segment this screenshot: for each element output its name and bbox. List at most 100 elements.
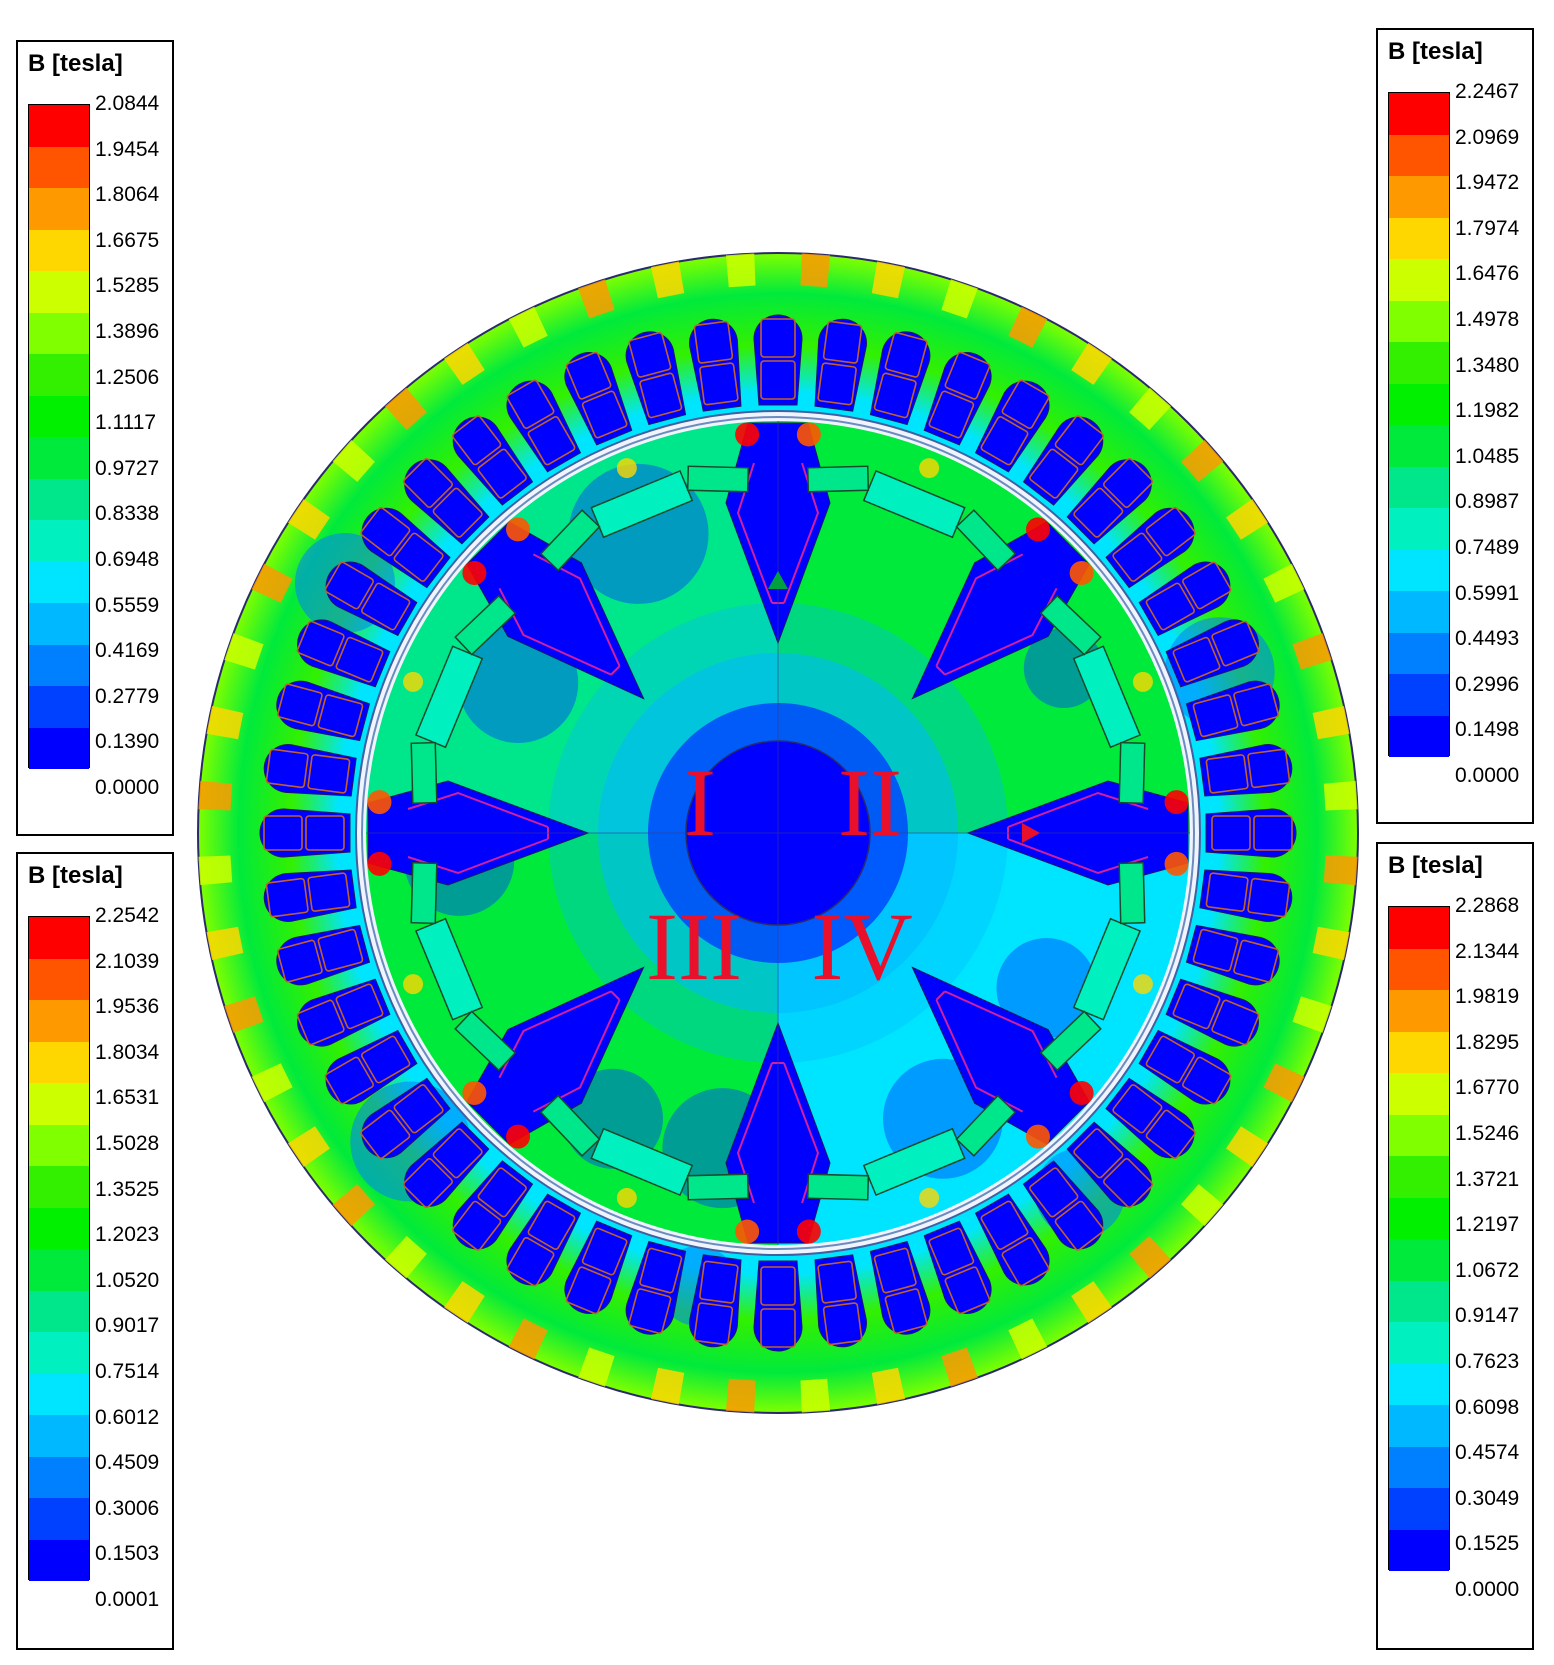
tick-label: 0.8987 — [1455, 490, 1520, 514]
color-band — [1389, 549, 1449, 591]
tick-label: 0.4509 — [95, 1451, 160, 1475]
stator-slot — [1165, 978, 1260, 1047]
stator-slot — [263, 869, 357, 922]
color-band — [1389, 1280, 1449, 1322]
tick-label: 1.8034 — [95, 1040, 160, 1064]
yoke-hotspot — [725, 253, 756, 288]
saturation-spot — [1025, 517, 1050, 542]
saturation-spot — [919, 458, 940, 479]
yoke-hotspot — [198, 855, 233, 886]
stator-slot — [625, 1240, 687, 1335]
tick-label: 0.0001 — [95, 1588, 160, 1611]
color-band — [1389, 715, 1449, 757]
tick-label: 1.9454 — [95, 137, 160, 161]
coil-conductor — [699, 362, 739, 406]
color-band — [1389, 1322, 1449, 1364]
tick-label: 1.6770 — [1455, 1076, 1520, 1100]
yoke-hotspot — [1071, 343, 1112, 385]
stator-slot — [1199, 744, 1293, 797]
stator-slot — [974, 1193, 1050, 1287]
coil-conductor — [1145, 582, 1195, 631]
stator-slot — [402, 457, 490, 545]
color-band — [29, 603, 89, 645]
legend-top-right: B [tesla] 2.2467 2.0969 1.9472 1.7974 1.6476… — [1376, 28, 1534, 824]
yoke-hotspot — [1008, 1318, 1048, 1360]
coil-conductor — [296, 620, 345, 667]
tick-label: 1.0672 — [1455, 1258, 1520, 1282]
coil-conductor — [1145, 1035, 1195, 1084]
tick-label: 0.4493 — [1455, 627, 1520, 651]
color-band — [29, 437, 89, 479]
yoke-hotspot — [206, 926, 244, 961]
tick-label: 0.1390 — [95, 730, 160, 754]
saturation-spot — [462, 561, 487, 586]
coil-conductor — [1103, 1158, 1154, 1209]
color-band — [29, 1041, 89, 1083]
magnet-group — [1039, 851, 1189, 1105]
yoke-hotspot — [578, 279, 615, 319]
color-band — [29, 686, 89, 728]
stator-slot — [1199, 869, 1293, 922]
tick-label: 0.2996 — [1455, 672, 1520, 696]
color-band — [29, 1290, 89, 1332]
color-band — [1389, 1073, 1449, 1115]
saturation-spot — [796, 1219, 821, 1244]
tick-label: 0.1498 — [1455, 718, 1520, 742]
color-band — [1389, 134, 1449, 176]
coil-conductor — [760, 318, 796, 358]
tick-label: 0.5991 — [1455, 581, 1520, 605]
color-band — [29, 105, 89, 147]
coil-conductor — [360, 507, 411, 557]
stator-slot — [259, 808, 351, 858]
tick-label: 0.6948 — [95, 548, 160, 571]
tick-label: 1.9472 — [1455, 171, 1520, 195]
yoke-hotspot — [206, 705, 244, 740]
magnet-block — [1039, 1010, 1102, 1072]
saturation-spot — [1164, 851, 1189, 876]
magnet-group — [506, 422, 760, 572]
saturation-spot — [616, 1187, 637, 1208]
color-band — [1389, 1114, 1449, 1156]
tick-label: 1.4978 — [1455, 308, 1520, 331]
yoke-hotspot — [224, 633, 264, 670]
color-band — [29, 1415, 89, 1457]
slot-body — [1022, 416, 1104, 506]
coil-conductor — [1073, 487, 1124, 538]
saturation-spot — [1069, 561, 1094, 586]
coil-conductor — [639, 372, 683, 419]
coil-conductor — [1247, 748, 1291, 789]
probe-marker-red — [1022, 823, 1040, 843]
color-band — [29, 917, 89, 959]
yoke-hotspot — [1263, 1063, 1305, 1103]
slot-body — [506, 1193, 582, 1286]
coil-conductor — [393, 1084, 444, 1134]
color-band — [29, 395, 89, 437]
color-band — [29, 727, 89, 769]
yoke-hotspot — [650, 1367, 685, 1405]
yoke-hotspot — [385, 387, 427, 430]
magnet-group — [1039, 561, 1189, 815]
stator-slot — [689, 1254, 742, 1348]
coil-conductor — [628, 1288, 672, 1335]
color-band — [1389, 591, 1449, 633]
yoke-hotspot — [578, 1347, 615, 1387]
saturation-spot — [403, 974, 424, 995]
stator-slot — [506, 379, 582, 473]
saturation-spot — [796, 422, 821, 447]
coil-conductor — [1145, 1109, 1196, 1159]
coil-conductor — [324, 561, 374, 610]
legend-bottom-right: B [tesla] 2.2868 2.1344 1.9819 1.8295 1.6770… — [1376, 842, 1534, 1650]
tick-label: 1.8295 — [1455, 1030, 1520, 1054]
tick-label: 0.7623 — [1455, 1350, 1520, 1373]
quadrant-label-2: II — [838, 749, 902, 856]
yoke-hotspot — [198, 780, 233, 811]
slot-body — [276, 680, 371, 742]
coil-conductor — [276, 939, 323, 983]
color-band — [1389, 93, 1449, 135]
tick-label: 1.5285 — [95, 274, 160, 298]
stator-slot — [753, 314, 803, 406]
stator-slot — [296, 978, 391, 1047]
yoke-hotspot — [800, 1378, 831, 1413]
color-band — [1389, 990, 1449, 1032]
coil-conductor — [944, 1266, 991, 1315]
